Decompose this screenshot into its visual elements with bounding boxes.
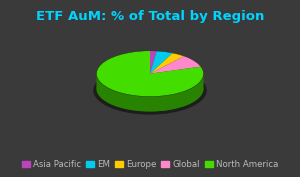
Polygon shape xyxy=(150,51,157,74)
Polygon shape xyxy=(150,51,173,74)
Legend: Asia Pacific, EM, Europe, Global, North America: Asia Pacific, EM, Europe, Global, North … xyxy=(19,157,281,173)
Polygon shape xyxy=(150,53,184,74)
Polygon shape xyxy=(97,74,203,112)
Polygon shape xyxy=(97,51,203,97)
Text: ETF AuM: % of Total by Region: ETF AuM: % of Total by Region xyxy=(36,10,264,23)
Ellipse shape xyxy=(97,66,203,112)
Polygon shape xyxy=(150,56,201,74)
Ellipse shape xyxy=(93,66,207,115)
